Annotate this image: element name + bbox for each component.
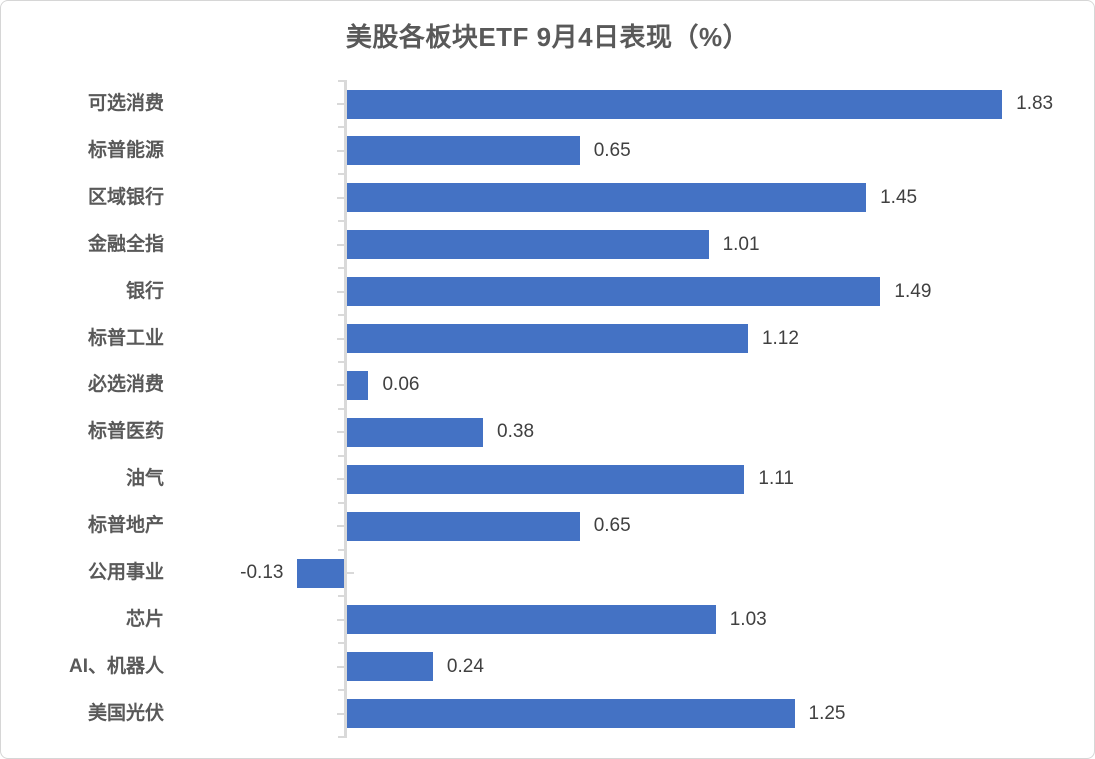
performance-bar bbox=[347, 277, 881, 307]
value-label: 1.01 bbox=[722, 233, 760, 255]
value-label: 0.38 bbox=[497, 421, 535, 443]
value-label: 1.83 bbox=[1016, 93, 1054, 114]
axis-tick-boundary bbox=[338, 360, 347, 363]
category-label: 标普工业 bbox=[87, 327, 164, 349]
axis-tick-center bbox=[337, 431, 344, 434]
performance-bar bbox=[347, 230, 709, 260]
axis-tick-center bbox=[337, 384, 344, 387]
category-label: 标普医药 bbox=[87, 421, 164, 443]
value-label: 0.65 bbox=[593, 515, 631, 537]
performance-bar bbox=[347, 324, 748, 353]
axis-tick-center bbox=[337, 196, 344, 199]
category-label: 公用事业 bbox=[87, 562, 164, 583]
axis-tick-center bbox=[337, 243, 344, 246]
value-label: 0.65 bbox=[593, 139, 631, 161]
axis-tick-center bbox=[337, 149, 344, 152]
axis-tick-boundary bbox=[338, 314, 347, 317]
category-label: 金融全指 bbox=[87, 233, 164, 255]
axis-tick-boundary bbox=[338, 79, 347, 82]
value-label: 1.45 bbox=[880, 186, 918, 208]
axis-tick-boundary bbox=[338, 548, 347, 551]
category-label: 油气 bbox=[125, 468, 164, 490]
axis-tick-boundary bbox=[338, 595, 347, 598]
axis-tick-boundary bbox=[338, 267, 347, 270]
axis-tick-boundary bbox=[338, 220, 347, 223]
performance-bar bbox=[347, 89, 1003, 119]
performance-bar bbox=[347, 605, 716, 635]
axis-tick-center bbox=[337, 478, 344, 481]
performance-bar bbox=[347, 699, 795, 729]
axis-tick-boundary bbox=[338, 736, 347, 739]
value-label: 1.25 bbox=[808, 702, 846, 724]
axis-tick-center bbox=[337, 618, 344, 621]
chart-title: 美股各板块ETF 9月4日表现（%） bbox=[345, 22, 750, 52]
performance-bar bbox=[347, 417, 484, 447]
axis-tick-boundary bbox=[338, 642, 347, 645]
performance-bar bbox=[347, 464, 745, 494]
category-label: 可选消费 bbox=[87, 93, 164, 114]
value-label: 1.12 bbox=[761, 327, 799, 349]
value-label: 1.49 bbox=[894, 280, 932, 302]
axis-tick-center bbox=[337, 290, 344, 293]
category-label: 标普地产 bbox=[87, 515, 164, 537]
axis-tick-center bbox=[337, 337, 344, 340]
value-label: 0.06 bbox=[382, 374, 420, 396]
category-label: 美国光伏 bbox=[87, 702, 164, 724]
category-label: 标普能源 bbox=[87, 139, 164, 161]
category-label: 区域银行 bbox=[87, 186, 164, 208]
performance-bar bbox=[347, 183, 867, 213]
category-label: 芯片 bbox=[125, 608, 164, 630]
axis-tick-center bbox=[337, 103, 344, 105]
performance-bar bbox=[297, 558, 344, 588]
axis-tick-center bbox=[347, 572, 354, 574]
value-label: 1.11 bbox=[758, 468, 794, 490]
value-label: 1.03 bbox=[729, 608, 767, 630]
axis-tick-boundary bbox=[338, 689, 347, 692]
value-label: 0.24 bbox=[446, 655, 484, 677]
category-label: 银行 bbox=[125, 280, 164, 302]
axis-tick-boundary bbox=[338, 407, 347, 410]
category-label: 必选消费 bbox=[87, 374, 164, 396]
performance-bar bbox=[347, 652, 433, 682]
axis-tick-boundary bbox=[338, 126, 347, 129]
axis-tick-boundary bbox=[338, 501, 347, 504]
axis-tick-boundary bbox=[338, 173, 347, 176]
category-label: AI、机器人 bbox=[68, 655, 164, 677]
performance-bar bbox=[347, 370, 369, 400]
performance-bar bbox=[347, 511, 580, 541]
axis-tick-center bbox=[337, 665, 344, 668]
axis-tick-center bbox=[337, 525, 344, 528]
axis-tick-center bbox=[337, 712, 344, 715]
axis-tick-boundary bbox=[338, 454, 347, 457]
value-label: -0.13 bbox=[240, 562, 284, 583]
performance-bar bbox=[347, 136, 580, 166]
